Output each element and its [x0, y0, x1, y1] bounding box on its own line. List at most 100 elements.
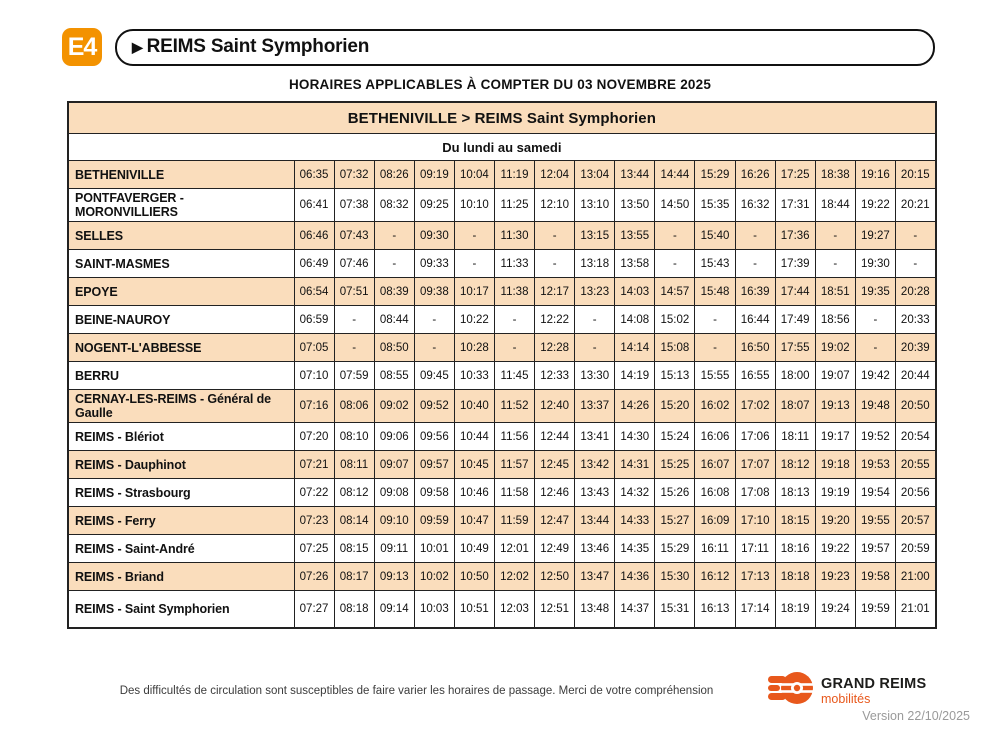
time-cell: 10:03 — [413, 590, 455, 629]
time-cell: 20:50 — [894, 389, 937, 423]
time-cell: 12:04 — [534, 160, 576, 189]
time-cell: 08:15 — [333, 534, 375, 563]
time-cell: 11:25 — [493, 188, 536, 222]
time-cell: 13:58 — [614, 249, 656, 278]
route-arrow-icon: ▶ — [132, 38, 143, 55]
time-cell: 12:50 — [534, 562, 576, 591]
time-cell: 11:59 — [493, 506, 536, 535]
time-cell: 19:13 — [814, 389, 856, 423]
time-cell: 16:13 — [694, 590, 736, 629]
time-cell: 12:40 — [534, 389, 576, 423]
time-cell: 13:42 — [574, 450, 616, 479]
time-cell: 07:59 — [333, 361, 375, 390]
table-row: BEINE-NAUROY 06:59-08:44-10:22-12:22-14:0… — [67, 305, 937, 334]
time-cell: 13:48 — [574, 590, 616, 629]
time-cell: 12:01 — [493, 534, 536, 563]
time-cell: 12:02 — [493, 562, 536, 591]
timetable: BETHENIVILLE > REIMS Saint Symphorien Du… — [67, 101, 937, 629]
time-cell: 10:46 — [453, 478, 495, 507]
time-cell: 15:20 — [654, 389, 696, 423]
time-cell: 09:33 — [413, 249, 455, 278]
time-cell: 08:39 — [373, 277, 415, 306]
time-cell: 08:44 — [373, 305, 415, 334]
time-cell: 08:55 — [373, 361, 415, 390]
time-cell: 17:36 — [774, 221, 816, 250]
grand-reims-logo-icon — [768, 671, 814, 710]
time-cell: 16:06 — [694, 422, 736, 451]
time-cell: 19:07 — [814, 361, 856, 390]
time-cell: 09:58 — [413, 478, 455, 507]
table-row: REIMS - Strasbourg 07:22 08:12 09:08 09:58 10… — [67, 478, 937, 507]
time-cell: 10:01 — [413, 534, 455, 563]
time-cell: 13:41 — [574, 422, 616, 451]
time-cell: 19:54 — [854, 478, 896, 507]
time-cell: 14:03 — [614, 277, 656, 306]
time-cell: 19:35 — [854, 277, 896, 306]
time-cell: 09:08 — [373, 478, 415, 507]
time-cell: 07:22 — [293, 478, 335, 507]
time-cell: 10:33 — [453, 361, 495, 390]
time-cell: 08:12 — [333, 478, 375, 507]
time-cell: 13:23 — [574, 277, 616, 306]
time-cell: 11:58 — [493, 478, 536, 507]
time-cell: 17:55 — [774, 333, 816, 362]
time-cell: 18:44 — [814, 188, 856, 222]
time-cell: 19:59 — [854, 590, 896, 629]
time-cell: 19:17 — [814, 422, 856, 451]
time-cell: 14:31 — [614, 450, 656, 479]
time-cell: 20:44 — [894, 361, 937, 390]
time-cell: 13:44 — [574, 506, 616, 535]
table-days: Du lundi au samedi — [67, 133, 937, 161]
time-cell: 15:02 — [654, 305, 696, 334]
table-row: REIMS - Dauphinot 07:21 08:11 09:07 09:57 10:… — [67, 450, 937, 479]
table-row: PONTFAVERGER - MORONVILLIERS 06:41 07:38 08… — [67, 188, 937, 222]
time-cell: 17:13 — [734, 562, 776, 591]
time-cell: 10:17 — [453, 277, 495, 306]
station-cell: REIMS - Blériot — [67, 422, 295, 451]
time-cell: 06:49 — [293, 249, 335, 278]
station-cell: REIMS - Dauphinot — [67, 450, 295, 479]
time-cell: 09:59 — [413, 506, 455, 535]
time-cell: - — [814, 221, 856, 250]
time-cell: 19:24 — [814, 590, 856, 629]
time-cell: 20:15 — [894, 160, 937, 189]
time-cell: 10:22 — [453, 305, 495, 334]
time-cell: 17:07 — [734, 450, 776, 479]
time-cell: - — [453, 249, 495, 278]
time-cell: 12:33 — [534, 361, 576, 390]
time-cell: - — [373, 221, 415, 250]
route-pill: ▶ REIMS Saint Symphorien — [115, 28, 935, 66]
time-cell: 12:28 — [534, 333, 576, 362]
time-cell: 15:29 — [694, 160, 736, 189]
time-cell: 14:26 — [614, 389, 656, 423]
time-cell: 16:44 — [734, 305, 776, 334]
time-cell: 10:40 — [453, 389, 495, 423]
time-cell: - — [654, 221, 696, 250]
station-cell: EPOYE — [67, 277, 295, 306]
time-cell: - — [734, 221, 776, 250]
time-cell: 09:52 — [413, 389, 455, 423]
station-cell: BERRU — [67, 361, 295, 390]
time-cell: 11:57 — [493, 450, 536, 479]
time-cell: - — [493, 333, 536, 362]
time-cell: 06:46 — [293, 221, 335, 250]
station-cell: SELLES — [67, 221, 295, 250]
time-cell: 19:02 — [814, 333, 856, 362]
time-cell: 16:32 — [734, 188, 776, 222]
time-cell: 13:46 — [574, 534, 616, 563]
time-cell: 18:19 — [774, 590, 816, 629]
time-cell: 08:17 — [333, 562, 375, 591]
time-cell: 14:44 — [654, 160, 696, 189]
time-cell: - — [534, 249, 576, 278]
time-cell: 16:55 — [734, 361, 776, 390]
time-cell: - — [894, 249, 937, 278]
time-cell: - — [734, 249, 776, 278]
time-cell: 14:50 — [654, 188, 696, 222]
grand-reims-logo: GRAND REIMS mobilités — [768, 671, 940, 710]
timetable-body: BETHENIVILLE 06:35 07:32 08:26 09:19 10:04 11:… — [67, 160, 937, 629]
time-cell: 11:30 — [493, 221, 536, 250]
time-cell: 18:11 — [774, 422, 816, 451]
time-cell: 19:22 — [854, 188, 896, 222]
time-cell: 20:54 — [894, 422, 937, 451]
time-cell: - — [333, 333, 375, 362]
